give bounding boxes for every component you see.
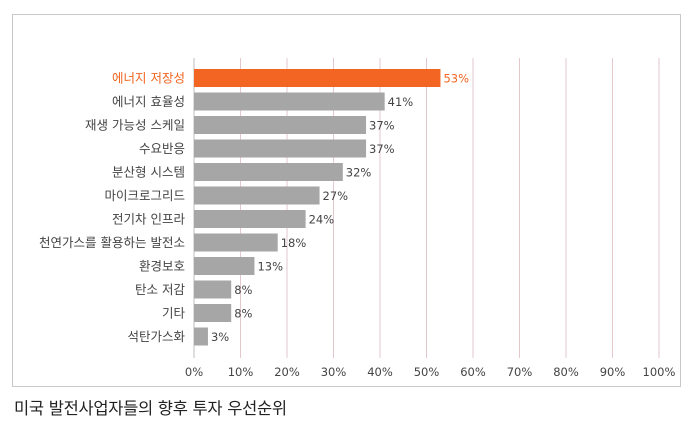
bar [194,139,367,158]
category-label: 환경보호 [139,259,185,274]
value-label: 53% [443,72,469,86]
category-label: 마이크로그리드 [104,188,185,203]
x-tick-label: 80% [553,365,579,379]
x-tick-label: 100% [643,365,676,379]
value-label: 32% [346,166,372,180]
bars [194,69,441,346]
category-label: 수요반응 [139,141,185,156]
x-tick-label: 50% [414,365,440,379]
category-label: 천연가스를 활용하는 발전소 [39,235,185,250]
bar [194,116,367,134]
value-label: 3% [211,330,229,344]
category-label: 탄소 저감 [135,282,185,297]
value-label: 8% [234,283,252,297]
bar [194,163,343,181]
value-label: 18% [281,236,307,250]
category-label: 에너지 저장성 [112,71,185,86]
value-label: 41% [388,95,414,109]
bar [194,304,232,322]
x-tick-label: 60% [460,365,486,379]
value-label: 24% [309,213,335,227]
category-label: 재생 가능성 스케일 [85,118,185,133]
category-label: 전기차 인프라 [112,212,185,227]
value-labels: 53% 41% 37% 37% 32% 27% 24%18% 13% 8% 8% 3% [211,72,469,345]
bar [194,327,208,346]
x-tick-label: 20% [274,365,300,379]
x-tick-label: 70% [507,365,533,379]
bar [194,233,278,252]
category-label: 분산형 시스템 [112,165,185,180]
category-label: 에너지 효율성 [112,94,185,109]
x-tick-label: 30% [321,365,347,379]
bar [194,92,385,111]
value-label: 13% [257,260,283,274]
bar [194,257,255,275]
value-label: 27% [323,189,349,203]
x-tick-label: 0% [185,365,203,379]
x-axis-ticks: 0% 10% 20% 30% 40% 50% 60% 70% 80% 90% 100% [185,365,676,379]
value-label: 8% [234,307,252,321]
category-label: 석탄가스화 [127,329,185,344]
x-tick-label: 10% [228,365,254,379]
value-label: 37% [369,119,395,133]
category-label: 기타 [162,306,186,321]
bar [194,210,306,228]
bar [194,186,320,205]
x-tick-label: 90% [600,365,626,379]
x-tick-label: 40% [367,365,393,379]
value-label: 37% [369,142,395,156]
bar [194,280,232,299]
bar [194,69,441,87]
figure-caption: 미국 발전사업자들의 향후 투자 우선순위 [14,399,287,418]
